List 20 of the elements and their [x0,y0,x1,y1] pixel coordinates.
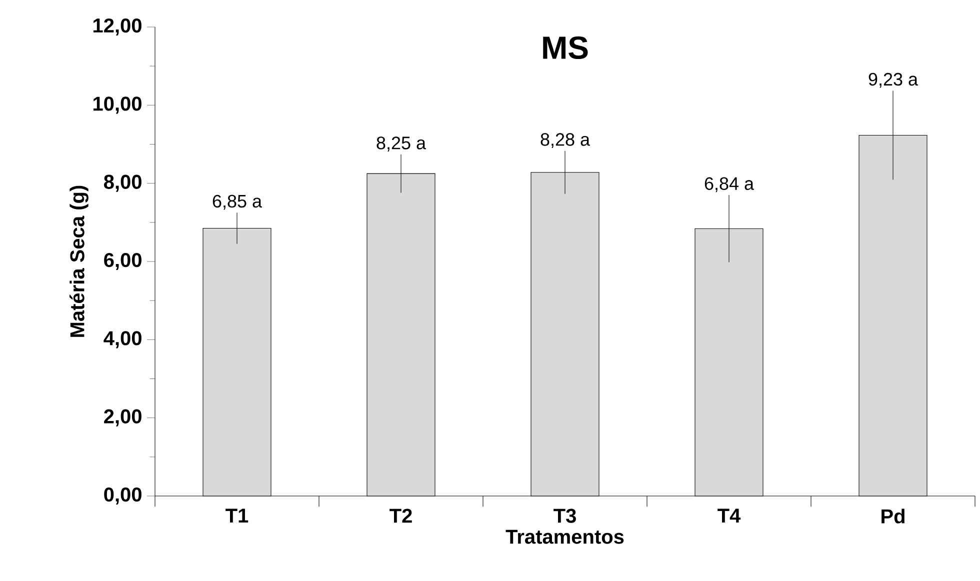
data-label: 9,23 a [868,72,918,88]
x-tick-label: T3 [554,508,576,523]
x-tick-label: Pd [882,508,904,524]
data-label: 6,85 a [212,194,262,210]
x-tick-label: T2 [390,508,412,523]
data-label: 8,28 a [540,133,590,148]
y-tick-label: 12,00 [93,18,142,36]
data-label: 8,25 a [376,136,426,152]
chart-title: MS [543,36,588,60]
y-tick-label: 10,00 [93,96,142,114]
y-tick-label: 0,00 [104,487,142,505]
y-tick-label: 6,00 [104,252,142,270]
y-tick-label: 2,00 [104,409,142,426]
x-axis-title: Tratamentos [506,530,624,544]
x-tick-label: T4 [718,508,741,522]
y-tick-label: 4,00 [104,331,142,348]
data-label: 6,84 a [704,177,754,192]
y-axis-title: Matéria Seca (g) [70,186,88,337]
x-tick-label: T1 [226,508,248,522]
y-tick-label: 8,00 [104,174,142,192]
